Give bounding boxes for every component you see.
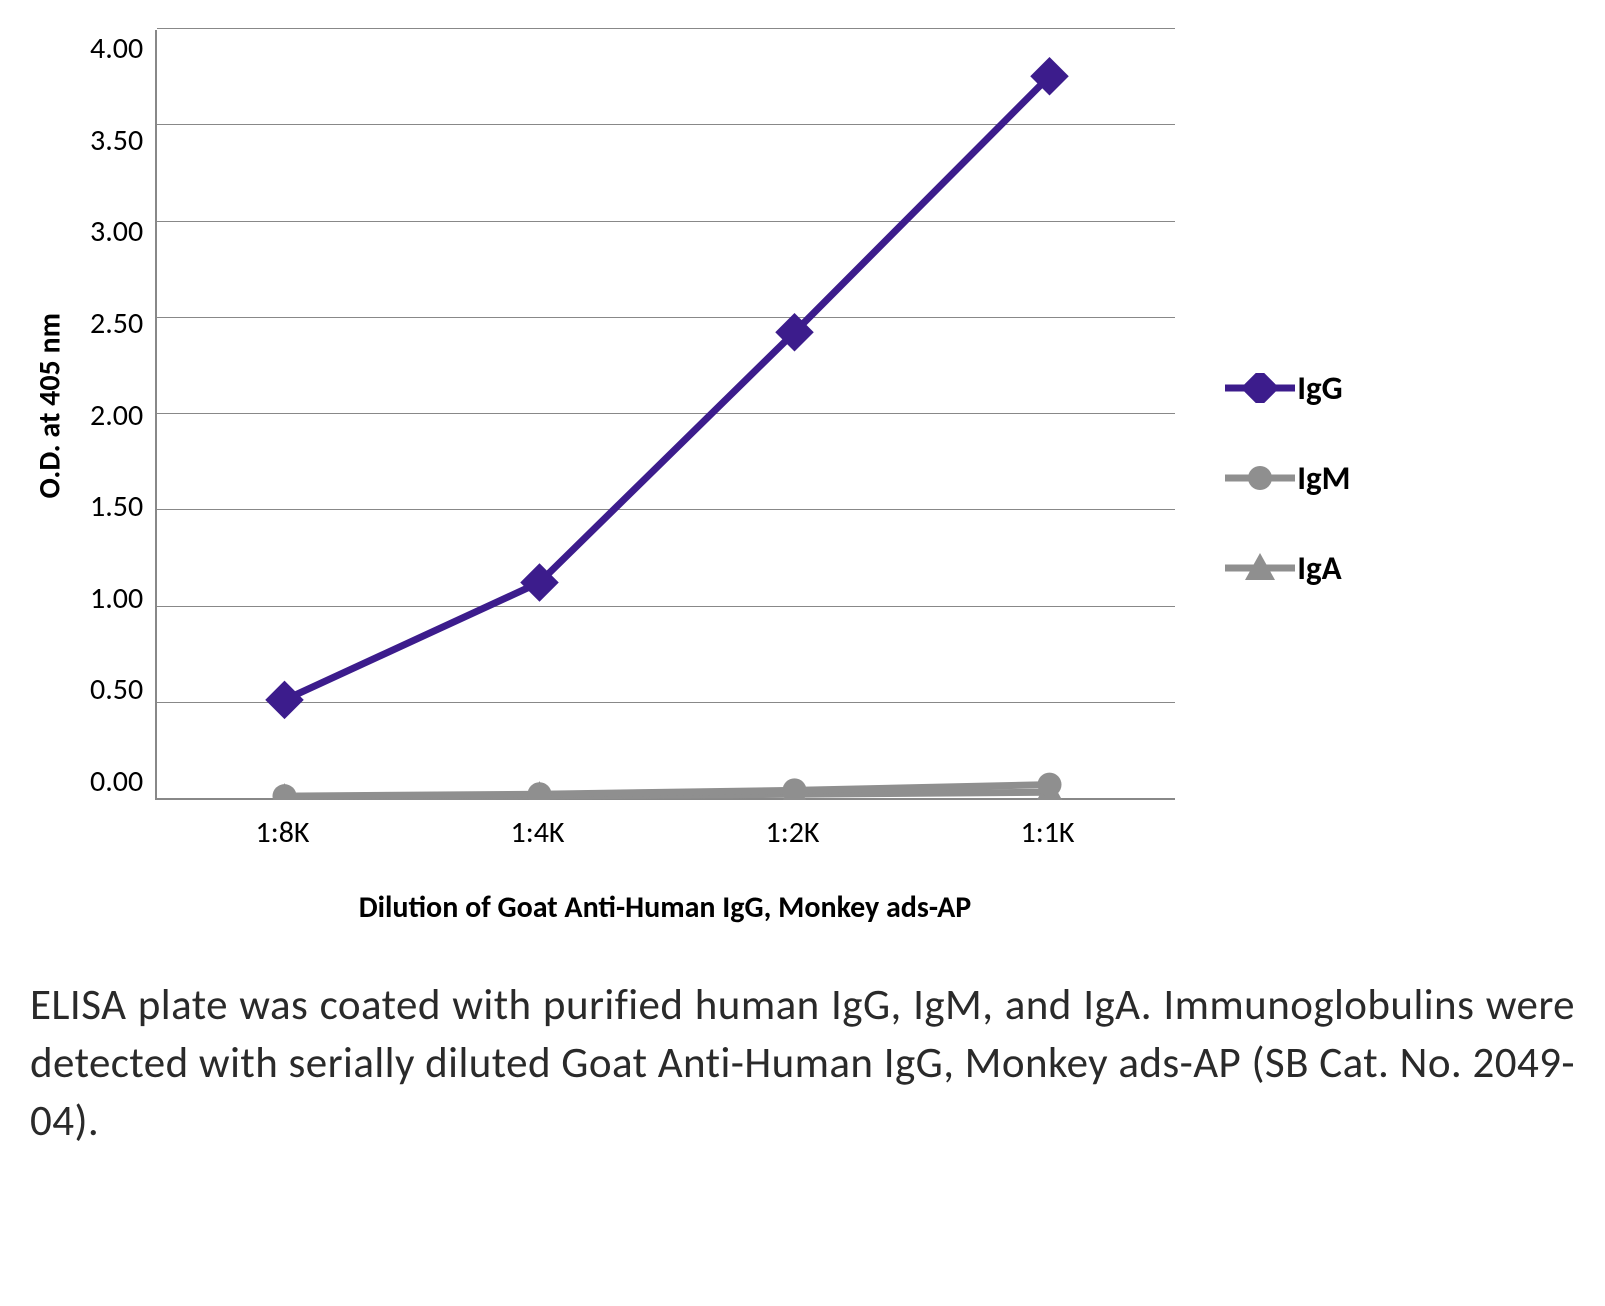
y-tick-label: 2.50 (90, 305, 143, 342)
legend-label: IgG (1297, 368, 1342, 408)
series-line-IgG (285, 76, 1050, 700)
y-tick-label: 0.00 (90, 763, 143, 800)
x-tick-label: 1:4K (410, 814, 665, 851)
caption-text: ELISA plate was coated with purified hum… (30, 976, 1575, 1150)
figure-container: O.D. at 405 nm 4.00 3.50 3.00 2.50 2.00 1.50 1… (30, 30, 1575, 1150)
legend-item-IgG: IgG (1225, 368, 1350, 408)
y-tick-label: 1.00 (90, 580, 143, 617)
y-tick-label: 3.00 (90, 213, 143, 250)
y-tick-label: 1.50 (90, 488, 143, 525)
y-tick-label: 3.50 (90, 122, 143, 159)
legend-swatch (1225, 466, 1295, 490)
triangle-icon (1225, 553, 1295, 583)
chart-wrap: 4.00 3.50 3.00 2.50 2.00 1.50 1.00 0.50 0.00 1:8… (90, 30, 1175, 926)
series-svg (157, 30, 1177, 800)
x-tick-label: 1:8K (155, 814, 410, 851)
gridline (157, 28, 1175, 29)
legend-item-IgA: IgA (1225, 548, 1350, 588)
y-axis-ticks: 4.00 3.50 3.00 2.50 2.00 1.50 1.00 0.50 0.00 (90, 30, 155, 800)
y-tick-label: 4.00 (90, 30, 143, 67)
legend-label: IgA (1297, 548, 1341, 588)
circle-icon (1225, 463, 1295, 493)
chart-row: O.D. at 405 nm 4.00 3.50 3.00 2.50 2.00 1.50 1… (30, 30, 1575, 926)
x-tick-label: 1:2K (665, 814, 920, 851)
y-axis-label: O.D. at 405 nm (32, 458, 69, 498)
legend-swatch (1225, 376, 1295, 400)
y-tick-label: 2.00 (90, 397, 143, 434)
y-tick-label: 0.50 (90, 671, 143, 708)
x-axis-ticks: 1:8K1:4K1:2K1:1K (155, 800, 1175, 851)
x-axis-label: Dilution of Goat Anti-Human IgG, Monkey … (155, 889, 1175, 926)
x-tick-label: 1:1K (920, 814, 1175, 851)
diamond-icon (1225, 373, 1295, 403)
legend-item-IgM: IgM (1225, 458, 1350, 498)
legend-label: IgM (1297, 458, 1350, 498)
legend: IgG IgM IgA (1225, 368, 1350, 588)
plot-area (155, 30, 1175, 800)
legend-swatch (1225, 556, 1295, 580)
